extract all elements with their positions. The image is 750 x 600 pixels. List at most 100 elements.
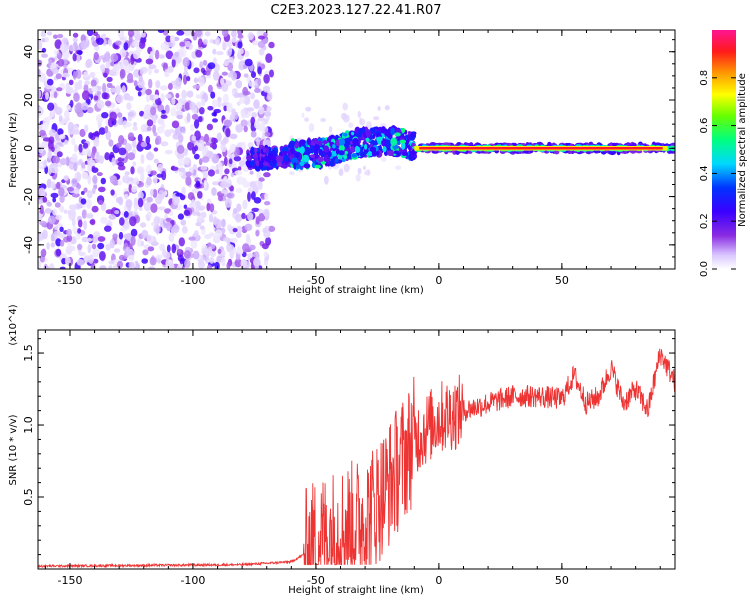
- spectrogram-noise-blob: [211, 99, 218, 108]
- spectrogram-noise-blob: [89, 71, 96, 78]
- spectrogram-noise-blob: [138, 75, 143, 83]
- spectrogram-noise-blob: [68, 79, 74, 86]
- spectrogram-signal-blob: [295, 164, 301, 169]
- snr-x-tick-label: -100: [180, 574, 205, 587]
- snr-multiplier: (x10^4): [8, 304, 19, 345]
- spectrogram-noise-blob: [241, 212, 246, 220]
- spectrogram-noise-blob: [109, 88, 118, 93]
- spectrogram-noise-blob: [224, 119, 232, 128]
- spectrogram-noise-blob: [122, 120, 128, 129]
- spectrogram-noise-blob: [70, 208, 76, 218]
- spectrogram-noise-blob: [45, 91, 49, 101]
- spectrogram-noise-blob: [140, 31, 146, 38]
- spectrogram-halo-blob: [359, 118, 366, 126]
- spectrogram-noise-blob: [139, 68, 144, 76]
- spectrogram-noise-blob: [223, 156, 228, 167]
- spectrogram-noise-blob: [48, 263, 55, 269]
- spectrogram-noise-blob: [61, 37, 68, 44]
- spectrogram-signal-blob: [283, 154, 289, 162]
- spectrogram-noise-blob: [191, 113, 199, 120]
- spectrogram-noise-blob: [47, 150, 52, 159]
- spectrogram-signal-blob: [314, 164, 321, 169]
- spectrogram-marks: [38, 30, 675, 269]
- spectrogram-noise-blob: [166, 244, 171, 253]
- spectrogram-noise-blob: [175, 192, 183, 197]
- spectrogram-noise-blob: [91, 151, 95, 160]
- spectrogram-noise-blob: [101, 92, 108, 100]
- spectrogram-x-tick-label: 0: [435, 274, 442, 287]
- snr-y-tick-label: 0.5: [22, 488, 35, 506]
- spectrogram-noise-blob: [223, 105, 228, 112]
- spectrogram-signal-blob: [335, 134, 339, 139]
- spectrogram-noise-blob: [133, 122, 137, 127]
- spectrogram-noise-blob: [44, 208, 53, 214]
- spectrogram-noise-blob: [98, 186, 106, 193]
- spectrogram-noise-blob: [108, 265, 113, 269]
- spectrogram-noise-blob: [194, 230, 199, 237]
- spectrogram-noise-blob: [254, 120, 260, 129]
- spectrogram-noise-blob: [132, 40, 140, 48]
- spectrogram-halo-blob: [373, 116, 380, 121]
- spectrogram-noise-blob: [64, 256, 71, 266]
- spectrogram-signal-blob: [399, 139, 406, 144]
- spectrogram-signal-blob: [323, 145, 330, 153]
- spectrogram-noise-blob: [50, 242, 55, 248]
- spectrogram-noise-blob: [164, 69, 170, 78]
- spectrogram-noise-blob: [91, 205, 99, 213]
- spectrogram-noise-blob: [258, 208, 264, 215]
- spectrogram-noise-blob: [55, 214, 63, 220]
- spectrogram-noise-blob: [69, 204, 77, 211]
- spectrogram-noise-blob: [190, 199, 196, 207]
- spectrogram-noise-blob: [236, 203, 242, 212]
- spectrogram-signal-blob: [409, 156, 416, 161]
- spectrogram-noise-blob: [104, 225, 112, 232]
- spectrogram-noise-blob: [223, 237, 230, 242]
- spectrogram-noise-blob: [130, 235, 136, 246]
- spectrogram-noise-blob: [59, 194, 65, 203]
- spectrogram-noise-blob: [263, 32, 268, 37]
- spectrogram-noise-blob: [199, 225, 205, 230]
- spectrogram-noise-blob: [211, 187, 217, 196]
- spectrogram-noise-blob: [66, 228, 72, 237]
- spectrogram-noise-blob: [176, 248, 182, 254]
- spectrogram-noise-blob: [159, 85, 168, 91]
- spectrogram-noise-blob: [148, 64, 157, 70]
- spectrogram-signal-blob: [334, 158, 339, 163]
- spectrogram-noise-blob: [48, 139, 54, 150]
- spectrogram-noise-blob: [101, 112, 109, 119]
- spectrogram-halo-blob: [377, 106, 381, 111]
- spectrogram-noise-blob: [240, 258, 248, 269]
- spectrogram-noise-blob: [243, 95, 251, 106]
- spectrogram-noise-blob: [183, 209, 191, 216]
- spectrogram-noise-blob: [54, 39, 62, 50]
- spectrogram-noise-blob: [236, 176, 245, 185]
- spectrogram-noise-blob: [84, 124, 89, 133]
- spectrogram-signal-blob: [291, 157, 298, 166]
- spectrogram-noise-blob: [81, 171, 89, 180]
- spectrogram-noise-blob: [242, 181, 251, 188]
- spectrogram-noise-blob: [141, 258, 148, 264]
- spectrogram-noise-blob: [151, 222, 155, 227]
- spectrogram-signal-blob: [265, 147, 269, 154]
- spectrogram-noise-blob: [180, 219, 187, 226]
- spectrogram-y-tick-label: -40: [22, 236, 35, 254]
- spectrogram-noise-blob: [153, 132, 158, 137]
- spectrogram-noise-blob: [72, 226, 78, 233]
- spectrogram-noise-blob: [104, 152, 110, 161]
- spectrogram-halo-blob: [342, 114, 350, 123]
- spectrogram-noise-blob: [229, 185, 234, 192]
- spectrogram-noise-blob: [227, 62, 234, 71]
- colorbar-tick-label: 0.2: [699, 213, 710, 229]
- spectrogram-noise-blob: [183, 30, 192, 37]
- spectrogram-noise-blob: [211, 137, 216, 144]
- spectrogram-noise-blob: [56, 52, 62, 59]
- spectrogram-noise-blob: [122, 175, 130, 184]
- spectrogram-noise-blob: [193, 77, 198, 84]
- spectrogram-noise-blob: [52, 197, 57, 203]
- spectrogram-noise-blob: [154, 49, 160, 60]
- spectrogram-noise-blob: [209, 203, 215, 213]
- spectrogram-noise-blob: [253, 99, 260, 110]
- spectrogram-signal-blob: [313, 137, 319, 144]
- spectrogram-noise-blob: [38, 144, 44, 154]
- spectrogram-noise-blob: [258, 213, 266, 222]
